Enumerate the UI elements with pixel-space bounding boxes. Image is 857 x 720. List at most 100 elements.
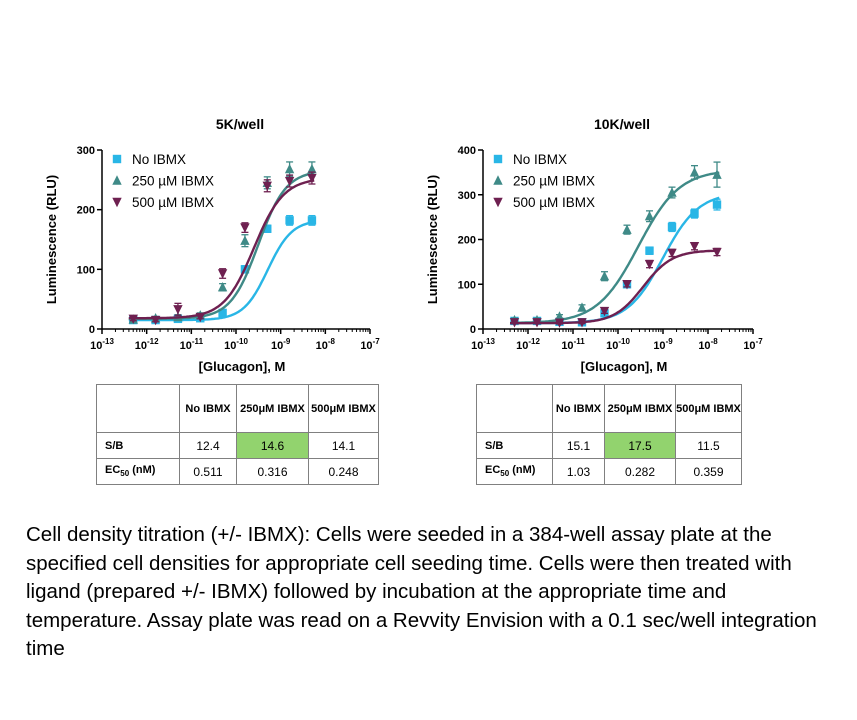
fit-curve (510, 171, 720, 325)
x-tick-label: 10-10 (606, 337, 630, 352)
table-header-row: No IBMX 250μM IBMX 500μM IBMX (96, 384, 379, 433)
x-tick-label: 10-7 (743, 337, 763, 352)
y-tick-label: 300 (458, 190, 476, 202)
data-point (262, 181, 272, 191)
y-tick-label: 400 (458, 145, 476, 157)
x-axis-label: [Glucagon], M (581, 359, 668, 374)
col-header-no-ibmx: No IBMX (552, 384, 605, 433)
x-tick-label: 10-10 (224, 337, 248, 352)
x-tick-label: 10-7 (360, 337, 380, 352)
y-tick-label: 200 (77, 205, 95, 217)
data-point (712, 247, 722, 258)
chart-title: 5K/well (216, 116, 264, 132)
x-tick-label: 10-9 (653, 337, 673, 352)
series-square (510, 196, 722, 327)
data-point (690, 209, 699, 218)
y-tick-label: 100 (458, 279, 476, 291)
legend-label: 500 µM IBMX (132, 195, 214, 210)
data-point (622, 280, 632, 290)
data-point (667, 187, 677, 197)
legend-item: No IBMX (493, 152, 567, 167)
legend-item: 250 µM IBMX (493, 174, 595, 189)
data-point (173, 305, 183, 315)
data-point (689, 167, 700, 177)
col-header-no-ibmx: No IBMX (179, 384, 237, 433)
data-point (128, 314, 138, 325)
legend-label: 500 µM IBMX (513, 195, 595, 210)
chart-5k-well: 5K/well 0 100 200 300 10-13 10-12 10-11 10-10 10-… (44, 116, 380, 374)
cell-value: 0.359 (675, 458, 742, 485)
legend-label: No IBMX (513, 152, 567, 167)
legend-item: No IBMX (112, 152, 186, 167)
y-axis-label: Luminescence (RLU) (44, 175, 59, 304)
data-point (112, 197, 122, 208)
x-tick-label: 10-9 (271, 337, 291, 352)
data-point (493, 175, 503, 185)
series-triangle-down (509, 241, 722, 328)
stats-table-5k: No IBMX 250μM IBMX 500μM IBMX S/B 12.4 1… (96, 384, 379, 485)
data-point (285, 216, 294, 225)
y-tick-label: 0 (89, 324, 95, 336)
col-header-250-ibmx: 250μM IBMX (236, 384, 309, 433)
cell-value: 14.1 (308, 432, 379, 459)
data-point (532, 318, 542, 328)
x-tick-label: 10-8 (698, 337, 718, 352)
table-row-sb: S/B 12.4 14.6 14.1 (96, 432, 379, 459)
table-row-sb: S/B 15.1 17.5 11.5 (476, 432, 742, 459)
chart-title: 10K/well (594, 116, 650, 132)
fit-curve (510, 196, 720, 325)
data-point (150, 315, 161, 326)
col-header-250-ibmx: 250μM IBMX (604, 384, 676, 433)
row-label-sb: S/B (96, 432, 180, 459)
legend-item: 500 µM IBMX (112, 195, 214, 210)
cell-value: 0.511 (179, 458, 237, 485)
legend-item: 250 µM IBMX (112, 174, 214, 189)
series-triangle-down (128, 171, 317, 326)
data-point (577, 318, 587, 328)
cell-value: 0.282 (604, 458, 676, 485)
data-point (667, 222, 677, 232)
y-tick-label: 200 (458, 235, 476, 247)
table-header-row: No IBMX 250μM IBMX 500μM IBMX (476, 384, 742, 433)
x-tick-label: 10-11 (561, 337, 585, 352)
table-corner-cell (96, 384, 180, 433)
data-point (577, 302, 587, 312)
x-tick-label: 10-13 (471, 337, 495, 352)
cell-value: 0.316 (236, 458, 309, 485)
data-point (112, 175, 122, 185)
fit-curve (510, 249, 720, 325)
data-point (307, 163, 317, 174)
data-point (307, 173, 317, 184)
x-axis-label: [Glucagon], M (199, 359, 286, 374)
data-point (599, 270, 610, 281)
y-tick-label: 300 (77, 145, 95, 157)
data-point (195, 312, 205, 323)
x-tick-label: 10-11 (180, 337, 204, 352)
data-point (493, 197, 503, 208)
cell-value: 11.5 (675, 432, 742, 459)
col-header-500-ibmx: 500μM IBMX (308, 384, 379, 433)
cell-value: 0.248 (308, 458, 379, 485)
cell-value: 12.4 (179, 432, 237, 459)
data-point (712, 169, 722, 179)
stats-table-10k: No IBMX 250μM IBMX 500μM IBMX S/B 15.1 1… (476, 384, 742, 485)
cell-value: 15.1 (552, 432, 605, 459)
row-label-ec50: EC50 (nM) (476, 458, 553, 485)
data-point (240, 223, 250, 233)
data-point (240, 235, 250, 245)
data-point (218, 308, 227, 318)
cell-value-highlighted: 14.6 (236, 432, 309, 459)
legend-item: 500 µM IBMX (493, 195, 595, 210)
fit-curve (128, 179, 315, 320)
chart-10k-well: 10K/well 0 100 200 300 400 10-13 10-12 10-11 10-1… (425, 116, 763, 374)
data-point (667, 248, 677, 259)
row-label-sb: S/B (476, 432, 553, 459)
data-point (622, 224, 632, 234)
figure-caption: Cell density titration (+/- IBMX): Cells… (26, 523, 817, 660)
data-point (644, 211, 655, 221)
x-tick-label: 10-12 (135, 337, 159, 352)
table-row-ec50: EC50 (nM) 0.511 0.316 0.248 (96, 458, 379, 485)
data-point (599, 306, 610, 317)
data-point (644, 259, 655, 270)
data-point (689, 242, 700, 252)
